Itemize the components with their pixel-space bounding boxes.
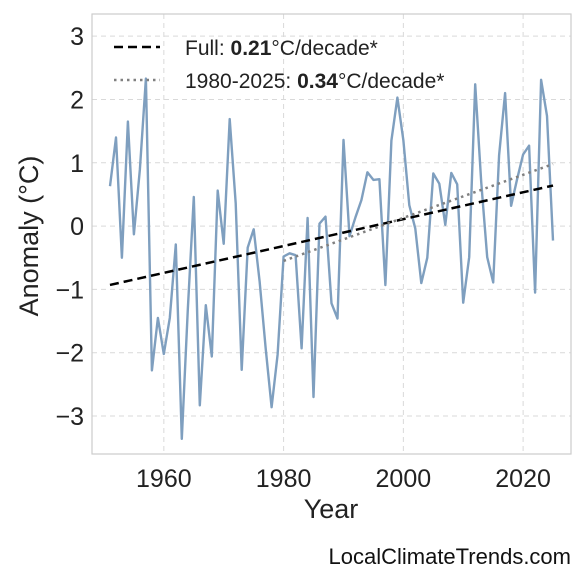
y-tick-label: −1 [55,276,84,304]
legend: Full: 0.21°C/decade* 1980-2025: 0.34°C/d… [114,37,444,93]
y-axis-title: Anomaly (°C) [14,156,44,317]
y-tick-label: −2 [55,340,84,368]
legend-label-1980-2025: 1980-2025: 0.34°C/decade* [185,70,444,93]
y-tick-label: 0 [70,213,84,241]
y-tick-labels: −3 −2 −1 0 1 2 3 [55,23,84,431]
x-tick-label: 1980 [256,465,312,493]
x-axis-title: Year [304,494,359,524]
series-layer [108,77,555,440]
site-credit: LocalClimateTrends.com [328,544,572,569]
legend-label-full: Full: 0.21°C/decade* [185,37,378,60]
y-tick-label: −3 [55,403,84,431]
grid-lines [92,14,571,454]
trend-line-full [109,184,554,287]
y-tick-label: 3 [70,23,84,51]
x-tick-labels: 1960 1980 2000 2020 [136,465,551,493]
trend-line-1980-2025 [283,162,554,263]
anomaly-series-line [108,77,555,440]
y-tick-label: 1 [70,150,84,178]
x-tick-label: 1960 [136,465,192,493]
y-tick-label: 2 [70,86,84,114]
plot-frame [91,13,572,455]
x-tick-label: 2000 [376,465,432,493]
x-tick-label: 2020 [495,465,551,493]
